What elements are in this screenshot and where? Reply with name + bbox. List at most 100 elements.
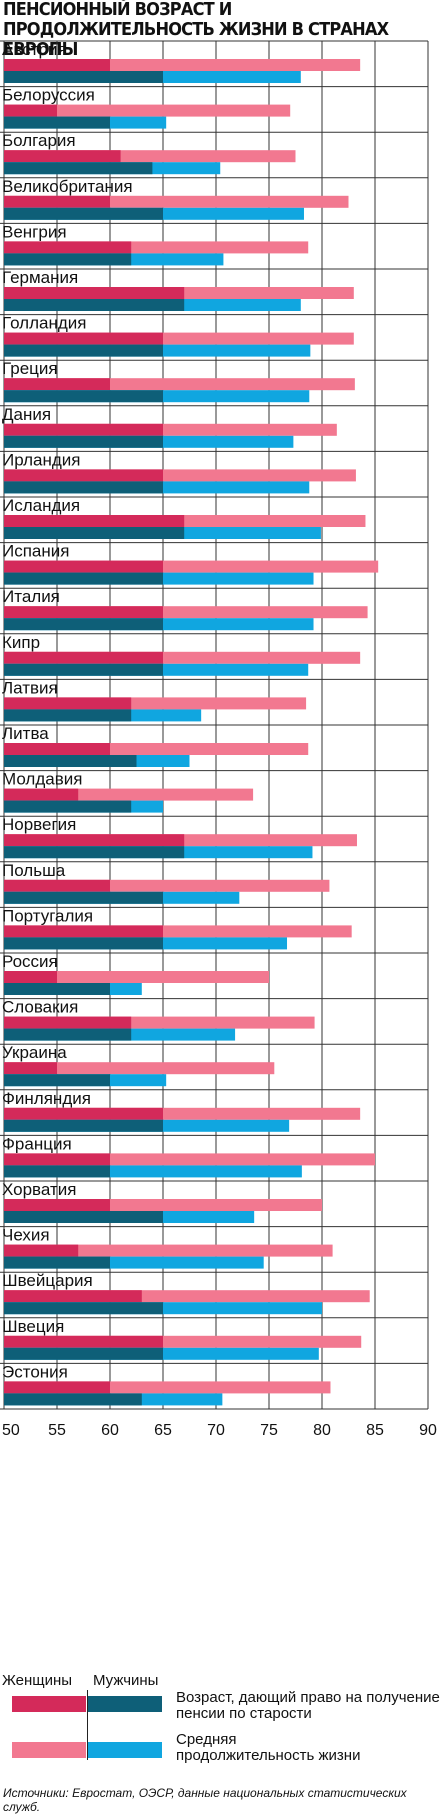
country-label: Германия	[2, 268, 78, 287]
x-tick-label: 70	[207, 1422, 225, 1439]
country-label: Швеция	[2, 1317, 64, 1336]
bar-women-pension	[4, 1199, 110, 1211]
bar-women-pension	[4, 560, 163, 573]
bar-women-pension	[4, 1062, 57, 1075]
bar-chart: Австрия Белоруссия Болгария Великобритания В…	[0, 40, 437, 1439]
bar-men-pension	[4, 390, 163, 403]
bar-women-pension	[4, 1290, 142, 1303]
bar-women-pension	[4, 1153, 110, 1166]
country-label: Украина	[2, 1043, 67, 1062]
bar-men-pension	[4, 891, 163, 904]
legend-men-life-swatch	[88, 1742, 162, 1758]
country-label: Франция	[2, 1134, 72, 1153]
legend-pension-label: Возраст, дающий право на получение пенси…	[176, 1689, 440, 1722]
country-label: Швейцария	[2, 1271, 93, 1290]
bar-women-pension	[4, 59, 110, 71]
bar-men-pension	[4, 481, 163, 494]
country-label: Ирландия	[2, 450, 80, 469]
bar-women-pension	[4, 515, 185, 527]
country-label: Чехия	[2, 1226, 50, 1245]
bar-women-pension	[4, 1244, 79, 1257]
bar-men-pension	[4, 800, 132, 813]
bar-men-pension	[4, 618, 163, 631]
bar-men-pension	[4, 299, 185, 311]
country-label: Литва	[2, 724, 49, 743]
bar-men-pension	[4, 71, 163, 83]
country-label: Кипр	[2, 633, 40, 652]
country-label: Эстония	[2, 1362, 68, 1381]
bar-men-pension	[4, 1393, 142, 1406]
legend-women-life-swatch	[12, 1742, 86, 1758]
country-label: Словакия	[2, 998, 78, 1017]
legend: Женщины Мужчины Возраст, дающий право на…	[0, 1672, 445, 1782]
bar-men-pension	[4, 1165, 110, 1178]
country-labels: Австрия Белоруссия Болгария Великобритания В…	[2, 40, 133, 1381]
bar-men-pension	[4, 207, 163, 220]
bars	[4, 59, 379, 1406]
bar-women-pension	[4, 287, 185, 299]
x-tick-label: 55	[48, 1422, 66, 1439]
bar-men-pension	[4, 435, 163, 448]
bar-men-pension	[4, 1074, 110, 1087]
country-label: Италия	[2, 587, 60, 606]
x-tick-label: 65	[154, 1422, 172, 1439]
bar-men-pension	[4, 663, 163, 676]
bar-women-pension	[4, 743, 110, 755]
bar-women-pension	[4, 332, 163, 345]
country-label: Россия	[2, 952, 58, 971]
country-label: Австрия	[2, 40, 67, 59]
bar-men-pension	[4, 1256, 110, 1269]
country-label: Хорватия	[2, 1180, 76, 1199]
x-tick-label: 60	[101, 1422, 119, 1439]
bar-women-pension	[4, 1016, 132, 1029]
legend-men-header: Мужчины	[93, 1672, 159, 1689]
bar-women-pension	[4, 469, 163, 482]
bar-women-pension	[4, 423, 163, 436]
bar-women-pension	[4, 1335, 163, 1348]
bar-men-pension	[4, 1028, 132, 1041]
country-label: Голландия	[2, 314, 86, 333]
gridlines	[0, 40, 429, 1409]
bar-women-pension	[4, 378, 110, 391]
bar-women-pension	[4, 1381, 110, 1394]
country-label: Молдавия	[2, 770, 82, 789]
country-label: Болгария	[2, 131, 76, 150]
x-tick-label: 80	[313, 1422, 331, 1439]
country-label: Польша	[2, 861, 66, 880]
bar-men-pension	[4, 162, 153, 175]
legend-men-pension-swatch	[88, 1696, 162, 1712]
bar-men-pension	[4, 253, 132, 266]
bar-women-pension	[4, 241, 132, 254]
country-label: Норвегия	[2, 815, 76, 834]
country-label: Португалия	[2, 906, 93, 925]
bar-men-pension	[4, 1347, 163, 1360]
country-label: Великобритания	[2, 177, 133, 196]
bar-women-pension	[4, 195, 110, 208]
bar-men-pension	[4, 846, 185, 859]
x-tick-label: 75	[260, 1422, 278, 1439]
legend-women-header: Женщины	[2, 1672, 73, 1689]
bar-women-pension	[4, 879, 110, 892]
country-label: Греция	[2, 359, 58, 378]
legend-divider	[87, 1690, 88, 1760]
x-tick-label: 90	[419, 1422, 437, 1439]
bar-women-pension	[4, 971, 57, 983]
bar-women-pension	[4, 606, 163, 619]
bar-women-pension	[4, 1107, 163, 1120]
bar-men-pension	[4, 937, 163, 950]
x-tick-label: 50	[2, 1422, 20, 1439]
bar-women-life	[4, 1062, 275, 1075]
country-label: Испания	[2, 542, 69, 561]
bar-women-pension	[4, 697, 132, 710]
legend-life-label: Средняя продолжительность жизни	[176, 1731, 361, 1764]
x-axis: 50 55 60 65 70 75 80 85 90	[0, 1408, 437, 1439]
country-label: Венгрия	[2, 222, 67, 241]
bar-women-pension	[4, 104, 57, 117]
country-label: Исландия	[2, 496, 80, 515]
country-label: Латвия	[2, 678, 58, 697]
bar-women-life	[4, 971, 269, 983]
bar-men-pension	[4, 1211, 163, 1223]
country-label: Дания	[2, 405, 51, 424]
x-tick-label: 85	[366, 1422, 384, 1439]
bar-men-pension	[4, 709, 132, 722]
